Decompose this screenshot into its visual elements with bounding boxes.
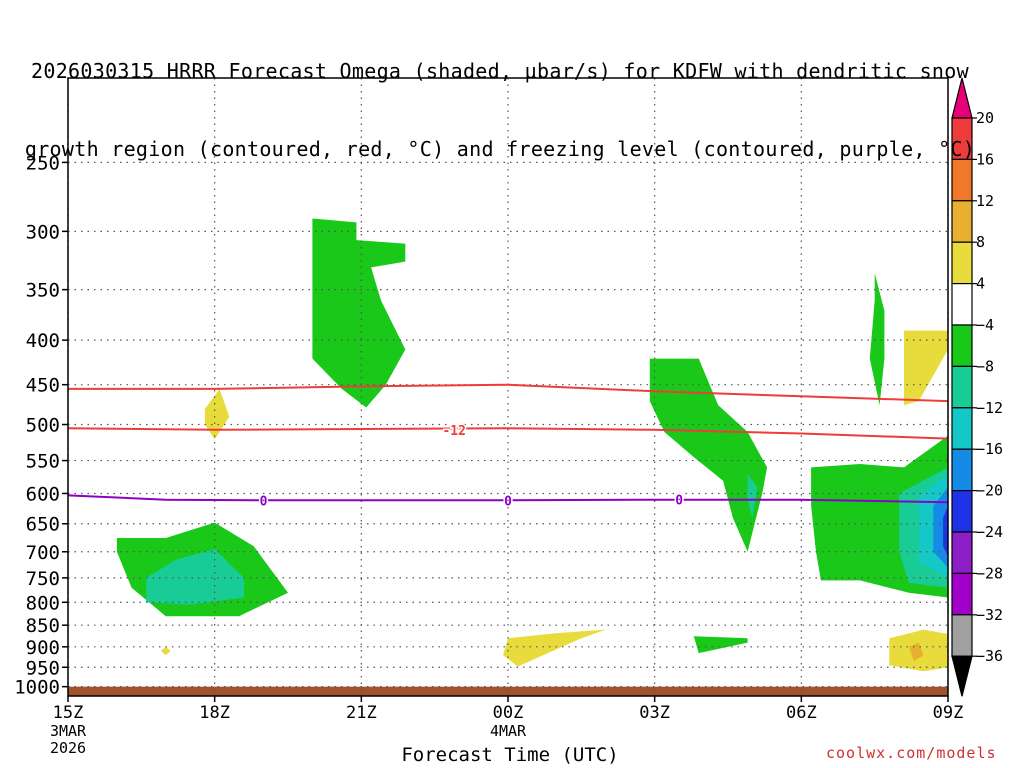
- ground-layer: [68, 686, 948, 696]
- y-tick-label: 1000: [14, 677, 60, 699]
- y-tick-label: 300: [26, 221, 60, 243]
- colorbar-label: 4: [976, 275, 985, 293]
- colorbar-swatch: [951, 407, 973, 450]
- colorbar-label: −16: [976, 440, 1003, 458]
- colorbar-swatch: [951, 283, 973, 326]
- omega-region: [649, 358, 768, 552]
- y-tick-label: 450: [26, 375, 60, 397]
- title-line-2: growth region (contoured, red, °C) and f…: [24, 137, 976, 161]
- x-tick-sublabel: 3MAR: [50, 722, 87, 740]
- x-tick-label: 00Z: [493, 703, 524, 723]
- colorbar-label: −28: [976, 564, 1003, 582]
- x-tick-label: 09Z: [933, 703, 964, 723]
- colorbar-swatch: [951, 531, 973, 575]
- colorbar-label: 20: [976, 109, 994, 127]
- colorbar-label: −8: [976, 357, 994, 375]
- y-tick-label: 700: [26, 542, 60, 564]
- credit-link[interactable]: coolwx.com/models: [826, 744, 997, 762]
- colorbar-swatch: [951, 448, 973, 492]
- colorbar-swatch: [951, 200, 973, 243]
- contour-label: -12: [442, 424, 465, 439]
- omega-region: [943, 505, 948, 558]
- colorbar-label: −4: [976, 316, 994, 334]
- colorbar-label: 16: [976, 150, 994, 168]
- colorbar-swatch: [951, 365, 973, 409]
- colorbar: 20 16 12 8 4 −4 −8 −12 −16 −20 −24 −28 −32 −36: [951, 77, 1003, 697]
- y-tick-label: 550: [26, 451, 60, 473]
- contour-label: 0: [675, 494, 683, 509]
- colorbar-swatch: [951, 324, 973, 368]
- y-tick-label: 600: [26, 483, 60, 505]
- contour-line: [67, 427, 949, 440]
- omega-region: [160, 646, 171, 656]
- contours: [67, 383, 949, 504]
- y-tick-label: 500: [26, 415, 60, 437]
- omega-region: [747, 474, 758, 518]
- x-axis-label: Forecast Time (UTC): [401, 744, 619, 766]
- y-tick-label: 400: [26, 330, 60, 352]
- contour-line: [68, 383, 949, 403]
- contour-labels: 0 0 0 -12: [258, 422, 685, 511]
- omega-region: [869, 273, 885, 406]
- y-tick-label: 750: [26, 568, 60, 590]
- x-tick-label: 06Z: [786, 703, 817, 723]
- omega-region: [146, 549, 244, 605]
- x-tick-sublabel: 2026: [50, 739, 86, 757]
- omega-region: [904, 330, 948, 406]
- omega-region: [204, 388, 230, 440]
- x-tick-label: 15Z: [53, 703, 84, 723]
- y-tick-label: 950: [26, 657, 60, 679]
- x-tick-sublabel: 4MAR: [490, 722, 527, 740]
- colorbar-swatch: [951, 614, 973, 657]
- colorbar-swatch: [951, 241, 973, 285]
- colorbar-label: 8: [976, 233, 985, 251]
- contour-label: 0: [260, 494, 268, 509]
- colorbar-label: −12: [976, 399, 1003, 417]
- y-tick-label: 800: [26, 592, 60, 614]
- x-tick-label: 03Z: [639, 703, 670, 723]
- colorbar-label: 12: [976, 192, 994, 210]
- colorbar-label: −24: [976, 523, 1003, 541]
- y-axis: 2503003504004505005506006507007508008509…: [14, 152, 68, 699]
- omega-region: [693, 636, 748, 654]
- x-tick-label: 21Z: [346, 703, 377, 723]
- contour-label: 0: [504, 494, 512, 509]
- y-tick-label: 850: [26, 615, 60, 637]
- title-line-1: 2026030315 HRRR Forecast Omega (shaded, …: [31, 59, 969, 83]
- omega-shading: [116, 218, 948, 672]
- colorbar-label: −36: [976, 647, 1003, 665]
- colorbar-label: −20: [976, 482, 1003, 500]
- contour-line: [67, 494, 949, 504]
- colorbar-swatch: [951, 655, 973, 697]
- y-tick-label: 350: [26, 280, 60, 302]
- y-tick-label: 900: [26, 637, 60, 659]
- y-tick-label: 650: [26, 514, 60, 536]
- colorbar-label: −32: [976, 606, 1003, 624]
- y-tick-label: 250: [26, 152, 60, 174]
- chart-title: 2026030315 HRRR Forecast Omega (shaded, …: [0, 6, 1000, 188]
- colorbar-swatch: [951, 572, 973, 616]
- x-tick-label: 18Z: [199, 703, 230, 723]
- colorbar-swatch: [951, 490, 973, 533]
- omega-region: [503, 629, 606, 667]
- omega-region: [312, 218, 406, 408]
